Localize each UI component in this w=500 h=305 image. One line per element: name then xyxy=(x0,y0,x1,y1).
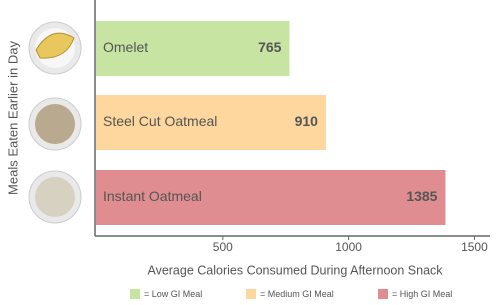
y-axis-label: Meals Eaten Earlier in Day xyxy=(5,41,20,195)
legend-swatch xyxy=(246,289,256,299)
bar xyxy=(96,170,446,225)
bar xyxy=(96,95,326,150)
x-tick-label: 1000 xyxy=(335,240,362,254)
legend-label: = Medium GI Meal xyxy=(260,289,334,299)
bar-value-label: 765 xyxy=(258,39,282,55)
bar xyxy=(96,21,290,76)
x-axis-label: Average Calories Consumed During Afterno… xyxy=(147,263,443,277)
legend-label: = High GI Meal xyxy=(392,289,452,299)
legend-label: = Low GI Meal xyxy=(144,289,202,299)
bar-value-label: 1385 xyxy=(406,188,437,204)
bar-category-label: Steel Cut Oatmeal xyxy=(103,113,217,129)
legend-swatch xyxy=(378,289,388,299)
x-tick-label: 500 xyxy=(213,240,233,254)
legend-swatch xyxy=(130,289,140,299)
bar-category-label: Omelet xyxy=(103,39,148,55)
bar-value-label: 910 xyxy=(295,113,319,129)
x-tick-label: 1500 xyxy=(461,240,488,254)
bar-category-label: Instant Oatmeal xyxy=(103,188,202,204)
plate-icons xyxy=(28,21,82,224)
